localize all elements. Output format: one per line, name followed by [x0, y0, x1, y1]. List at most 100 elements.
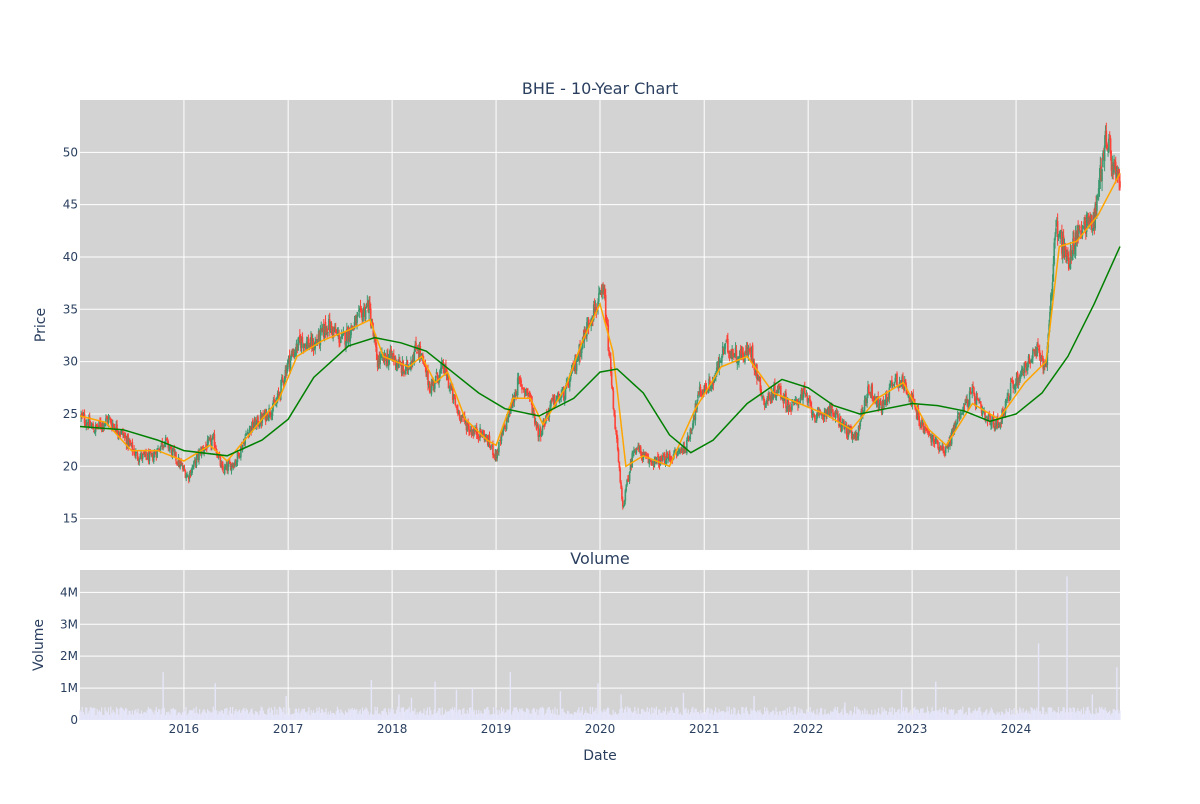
- candle-body: [890, 381, 892, 384]
- candle-body: [803, 386, 806, 393]
- candle-body: [104, 422, 106, 425]
- candle-body: [206, 439, 209, 449]
- candle-body: [777, 386, 780, 394]
- candle-body: [995, 423, 997, 426]
- candle-body: [926, 431, 929, 433]
- candle-body: [528, 391, 531, 399]
- candle-body: [1040, 356, 1043, 359]
- candle-body: [528, 393, 530, 394]
- candle-body: [845, 425, 848, 435]
- candle-body: [512, 397, 515, 404]
- candle-body: [1100, 166, 1103, 180]
- candle-body: [89, 424, 92, 426]
- candle-body: [944, 450, 946, 454]
- candle-body: [460, 415, 463, 421]
- candle-body: [375, 339, 377, 348]
- candle-body: [395, 364, 398, 368]
- candle-body: [469, 432, 471, 433]
- candle-body: [170, 447, 172, 448]
- candle-body: [638, 446, 640, 453]
- candle-body: [674, 450, 676, 452]
- candle-body: [299, 340, 302, 348]
- candle-body: [473, 429, 475, 435]
- candle-body: [827, 407, 829, 414]
- candle-body: [123, 435, 125, 437]
- candle-body: [271, 408, 274, 416]
- candle-body: [809, 402, 812, 407]
- candle-body: [959, 414, 962, 419]
- candle-body: [933, 442, 936, 444]
- candle-body: [108, 418, 111, 419]
- candle-body: [386, 354, 388, 364]
- candle-body: [816, 412, 819, 416]
- candle-body: [581, 337, 584, 349]
- candle-body: [293, 352, 296, 356]
- candle-body: [727, 338, 729, 353]
- candle-body: [540, 433, 543, 436]
- candle-body: [404, 370, 406, 374]
- candle-body: [489, 445, 492, 449]
- candle-body: [1016, 372, 1019, 386]
- candle-body: [1066, 255, 1068, 262]
- candle-body: [817, 411, 820, 414]
- candle-body: [909, 397, 911, 401]
- candle-body: [1053, 242, 1056, 265]
- candle-body: [569, 378, 571, 387]
- candle-body: [878, 406, 880, 410]
- candle-body: [656, 457, 658, 461]
- candle-body: [920, 422, 922, 428]
- candle-body: [658, 463, 661, 467]
- candle-body: [727, 350, 730, 353]
- candle-body: [296, 344, 299, 351]
- x-tick-label: 2020: [585, 722, 616, 736]
- candle-body: [617, 449, 620, 462]
- candle-body: [549, 405, 551, 411]
- candle-body: [499, 439, 502, 442]
- candle-body: [1112, 165, 1114, 170]
- candle-body: [1042, 358, 1044, 369]
- candle-body: [830, 405, 833, 414]
- candle-body: [524, 389, 527, 395]
- candle-body: [918, 415, 921, 427]
- candle-body: [375, 347, 378, 360]
- candle-body: [664, 463, 667, 464]
- candle-body: [739, 348, 742, 359]
- candle-body: [551, 399, 554, 400]
- candle-body: [157, 448, 159, 449]
- candle-body: [1102, 153, 1105, 158]
- candle-body: [886, 398, 889, 402]
- candle-body: [781, 398, 784, 400]
- candle-body: [359, 306, 362, 308]
- candle-body: [171, 449, 174, 456]
- candle-body: [419, 346, 422, 356]
- candle-body: [921, 421, 924, 426]
- candle-body: [950, 437, 952, 444]
- candle-body: [146, 453, 149, 460]
- candle-body: [859, 421, 862, 427]
- candle-body: [498, 439, 501, 441]
- candle-body: [153, 452, 156, 455]
- candle-body: [1006, 396, 1009, 401]
- candle-body: [1013, 388, 1015, 389]
- candle-body: [619, 468, 622, 483]
- candle-body: [310, 337, 312, 345]
- candle-body: [448, 386, 451, 388]
- candle-body: [650, 459, 652, 463]
- candle-body: [985, 416, 988, 418]
- candle-body: [469, 429, 472, 432]
- candle-body: [640, 452, 643, 457]
- candle-body: [159, 445, 162, 450]
- candle-body: [212, 434, 215, 436]
- candle-body: [533, 413, 536, 424]
- candle-body: [574, 356, 577, 369]
- candle-body: [427, 370, 429, 386]
- candle-body: [1058, 236, 1061, 237]
- candle-body: [1077, 227, 1079, 236]
- candle-body: [893, 381, 896, 383]
- candle-body: [434, 383, 436, 389]
- candle-body: [1031, 359, 1033, 362]
- candle-body: [1049, 294, 1052, 312]
- candle-body: [426, 370, 428, 376]
- candle-body: [796, 399, 798, 405]
- candle-body: [527, 392, 529, 394]
